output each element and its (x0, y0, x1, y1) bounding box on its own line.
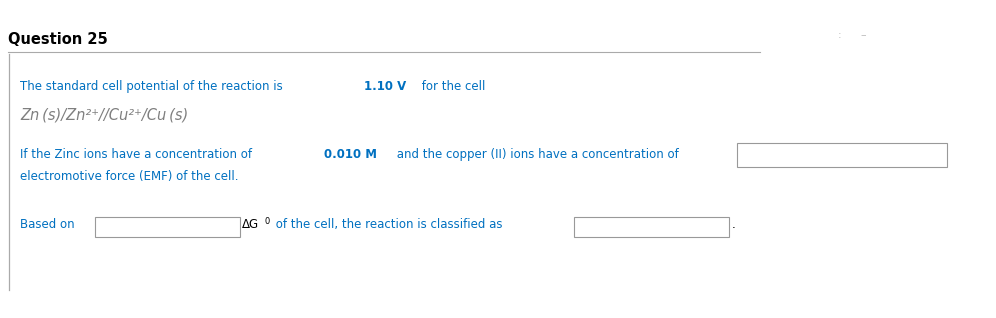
Text: 0.010 M: 0.010 M (324, 148, 377, 161)
Text: of the cell, the reaction is classified as: of the cell, the reaction is classified … (272, 218, 506, 231)
Text: 1.10 V: 1.10 V (364, 80, 406, 93)
Text: :: : (838, 30, 842, 40)
Text: 0: 0 (264, 217, 270, 226)
FancyBboxPatch shape (575, 217, 729, 237)
Text: The standard cell potential of the reaction is: The standard cell potential of the react… (20, 80, 287, 93)
FancyBboxPatch shape (96, 217, 240, 237)
Text: electromotive force (EMF) of the cell.: electromotive force (EMF) of the cell. (20, 170, 238, 183)
Text: –: – (860, 30, 866, 40)
Text: and the copper (II) ions have a concentration of: and the copper (II) ions have a concentr… (392, 148, 682, 161)
Text: ΔG: ΔG (242, 218, 259, 231)
Text: Zn (s)/Zn²⁺//Cu²⁺/Cu (s): Zn (s)/Zn²⁺//Cu²⁺/Cu (s) (20, 108, 188, 123)
Text: Question 25: Question 25 (8, 32, 108, 47)
Text: for the cell: for the cell (418, 80, 486, 93)
Text: .: . (731, 218, 735, 231)
Text: Based on: Based on (20, 218, 79, 231)
Text: , calculate the: , calculate the (824, 148, 908, 161)
Text: 1.00 M: 1.00 M (766, 148, 811, 161)
Text: If the Zinc ions have a concentration of: If the Zinc ions have a concentration of (20, 148, 256, 161)
FancyBboxPatch shape (737, 143, 947, 167)
